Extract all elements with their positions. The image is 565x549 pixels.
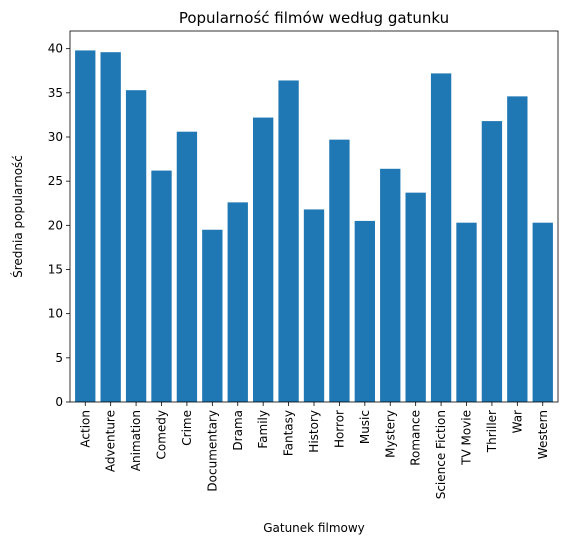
x-tick-label: Adventure	[104, 410, 118, 472]
bar-romance	[405, 192, 426, 402]
x-tick-label: Western	[536, 410, 550, 459]
y-tick-label: 0	[55, 395, 63, 409]
y-tick-label: 30	[48, 130, 63, 144]
x-tick-label: Music	[358, 410, 372, 444]
bar-drama	[227, 202, 248, 402]
x-tick-label: Crime	[180, 410, 194, 446]
x-axis-label: Gatunek filmowy	[263, 521, 365, 535]
bar-tv-movie	[456, 222, 477, 402]
bar-music	[354, 220, 375, 402]
x-axis: Action Adventure Animation Comedy Crime Docum…	[78, 402, 550, 499]
x-tick-label: History	[307, 410, 321, 453]
x-tick-label: Thriller	[485, 410, 499, 453]
x-tick-label: War	[510, 410, 524, 433]
x-tick-label: TV Movie	[460, 410, 474, 466]
y-tick-label: 40	[48, 42, 63, 56]
bar-action	[75, 50, 96, 402]
y-tick-label: 20	[48, 218, 63, 232]
y-tick-label: 10	[48, 307, 63, 321]
bars-group	[75, 50, 553, 403]
x-tick-label: Mystery	[383, 410, 397, 458]
bar-fantasy	[278, 80, 299, 402]
plot-frame	[69, 30, 559, 403]
x-tick-label: Comedy	[155, 410, 169, 460]
y-tick-label: 35	[48, 86, 63, 100]
y-axis-label: Średnia popularność	[10, 155, 25, 278]
bar-history	[303, 209, 325, 402]
bar-mystery	[380, 168, 401, 402]
bar-crime	[176, 131, 198, 402]
x-tick-label: Animation	[129, 410, 143, 471]
y-tick-label: 5	[55, 351, 63, 365]
bar-comedy	[151, 170, 172, 402]
x-tick-label: Family	[256, 410, 270, 449]
x-tick-label: Horror	[332, 410, 346, 448]
x-tick-label: Action	[78, 410, 92, 448]
bar-documentary	[202, 229, 223, 402]
x-tick-label: Science Fiction	[434, 410, 448, 499]
x-tick-label: Romance	[409, 410, 423, 466]
x-tick-label: Fantasy	[282, 410, 296, 456]
bar-adventure	[100, 52, 121, 402]
bar-science-fiction	[430, 73, 452, 403]
bar-animation	[125, 90, 147, 402]
bar-thriller	[481, 121, 503, 402]
bar-family	[253, 117, 274, 403]
x-tick-label: Drama	[231, 410, 245, 451]
bar-war	[507, 96, 528, 402]
bar-horror	[329, 139, 350, 402]
x-tick-label: Documentary	[205, 410, 219, 492]
y-tick-label: 15	[48, 263, 63, 277]
chart-title: Popularność filmów według gatunku	[179, 9, 449, 27]
y-axis: 0 5 10 15 20 25 30 35 40	[48, 42, 70, 409]
bar-western	[532, 222, 553, 402]
y-tick-label: 25	[48, 174, 63, 188]
